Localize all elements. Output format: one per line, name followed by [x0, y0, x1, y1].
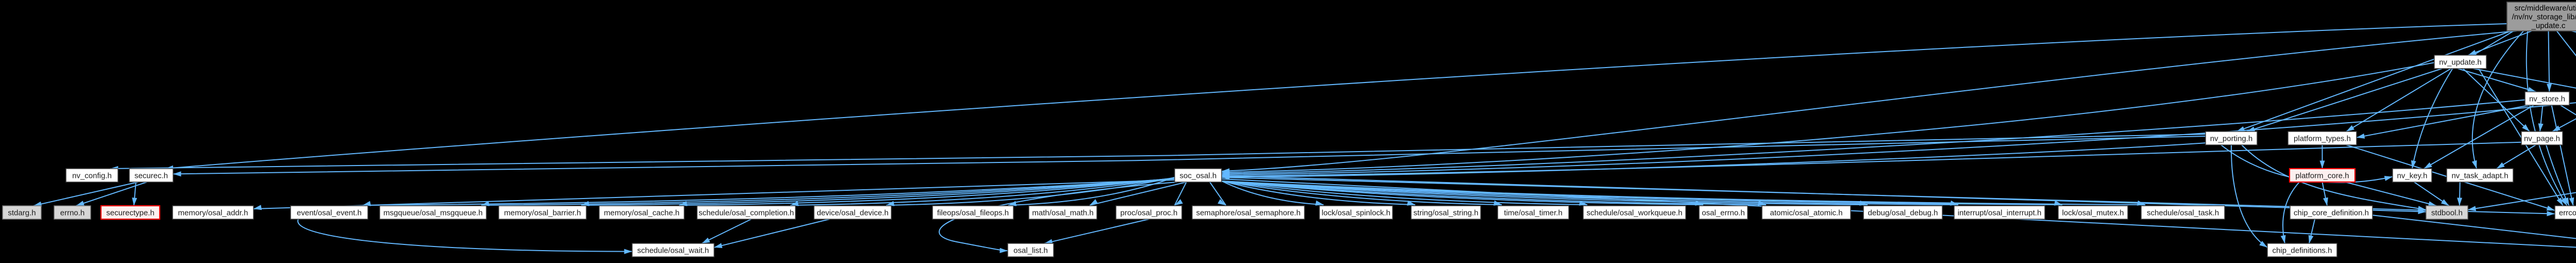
svg-text:semaphore/osal_semaphore.h: semaphore/osal_semaphore.h — [1196, 209, 1301, 218]
svg-text:platform_core.h: platform_core.h — [2295, 172, 2349, 180]
svg-text:stdarg.h: stdarg.h — [8, 209, 36, 218]
svg-text:fileops/osal_fileops.h: fileops/osal_fileops.h — [937, 209, 1009, 218]
svg-text:time/osal_timer.h: time/osal_timer.h — [1504, 209, 1562, 218]
svg-text:memory/osal_barrier.h: memory/osal_barrier.h — [504, 209, 581, 218]
svg-text:schedule/osal_task.h: schedule/osal_task.h — [2147, 209, 2219, 218]
svg-text:nv_task_adapt.h: nv_task_adapt.h — [2451, 172, 2508, 180]
svg-text:nv_key.h: nv_key.h — [2397, 172, 2428, 180]
svg-text:schedule/osal_completion.h: schedule/osal_completion.h — [699, 209, 794, 218]
svg-text:nv_porting.h: nv_porting.h — [2210, 135, 2253, 143]
svg-text:osal_errno.h: osal_errno.h — [1702, 209, 1744, 218]
svg-text:nv_update.h: nv_update.h — [2439, 58, 2482, 67]
svg-text:lock/osal_spinlock.h: lock/osal_spinlock.h — [1321, 209, 1390, 218]
svg-text:stdbool.h: stdbool.h — [2431, 209, 2463, 218]
svg-text:securectype.h: securectype.h — [106, 209, 154, 218]
svg-text:nv_config.h: nv_config.h — [72, 172, 112, 180]
svg-text:chip_definitions.h: chip_definitions.h — [2273, 246, 2332, 255]
svg-text:securec.h: securec.h — [134, 172, 168, 180]
svg-text:/nv/nv_storage_lib/nv: /nv/nv_storage_lib/nv — [2512, 13, 2576, 22]
svg-text:soc_osal.h: soc_osal.h — [1180, 172, 1217, 180]
svg-text:debug/osal_debug.h: debug/osal_debug.h — [1868, 209, 1938, 218]
svg-text:device/osal_device.h: device/osal_device.h — [817, 209, 888, 218]
svg-text:errcode.h: errcode.h — [2559, 209, 2576, 218]
svg-text:schedule/osal_workqueue.h: schedule/osal_workqueue.h — [1587, 209, 1683, 218]
svg-text:nv_store.h: nv_store.h — [2529, 95, 2565, 104]
svg-text:nv_page.h: nv_page.h — [2524, 135, 2560, 143]
svg-text:platform_types.h: platform_types.h — [2294, 135, 2351, 143]
svg-text:event/osal_event.h: event/osal_event.h — [297, 209, 362, 218]
svg-text:src/middleware/utils: src/middleware/utils — [2515, 4, 2576, 13]
svg-text:schedule/osal_wait.h: schedule/osal_wait.h — [637, 246, 709, 255]
svg-text:osal_list.h: osal_list.h — [1013, 246, 1048, 255]
svg-text:atomic/osal_atomic.h: atomic/osal_atomic.h — [1770, 209, 1843, 218]
svg-text:string/osal_string.h: string/osal_string.h — [1414, 209, 1479, 218]
svg-text:errno.h: errno.h — [60, 209, 85, 218]
svg-text:memory/osal_addr.h: memory/osal_addr.h — [178, 209, 248, 218]
svg-text:chip_core_definition.h: chip_core_definition.h — [2294, 209, 2369, 218]
svg-text:_update.c: _update.c — [2531, 22, 2566, 30]
svg-text:interrupt/osal_interrupt.h: interrupt/osal_interrupt.h — [1958, 209, 2042, 218]
svg-text:memory/osal_cache.h: memory/osal_cache.h — [604, 209, 680, 218]
svg-text:msgqueue/osal_msgqueue.h: msgqueue/osal_msgqueue.h — [383, 209, 483, 218]
svg-text:proc/osal_proc.h: proc/osal_proc.h — [1121, 209, 1178, 218]
svg-text:lock/osal_mutex.h: lock/osal_mutex.h — [2062, 209, 2124, 218]
svg-text:math/osal_math.h: math/osal_math.h — [1032, 209, 1093, 218]
